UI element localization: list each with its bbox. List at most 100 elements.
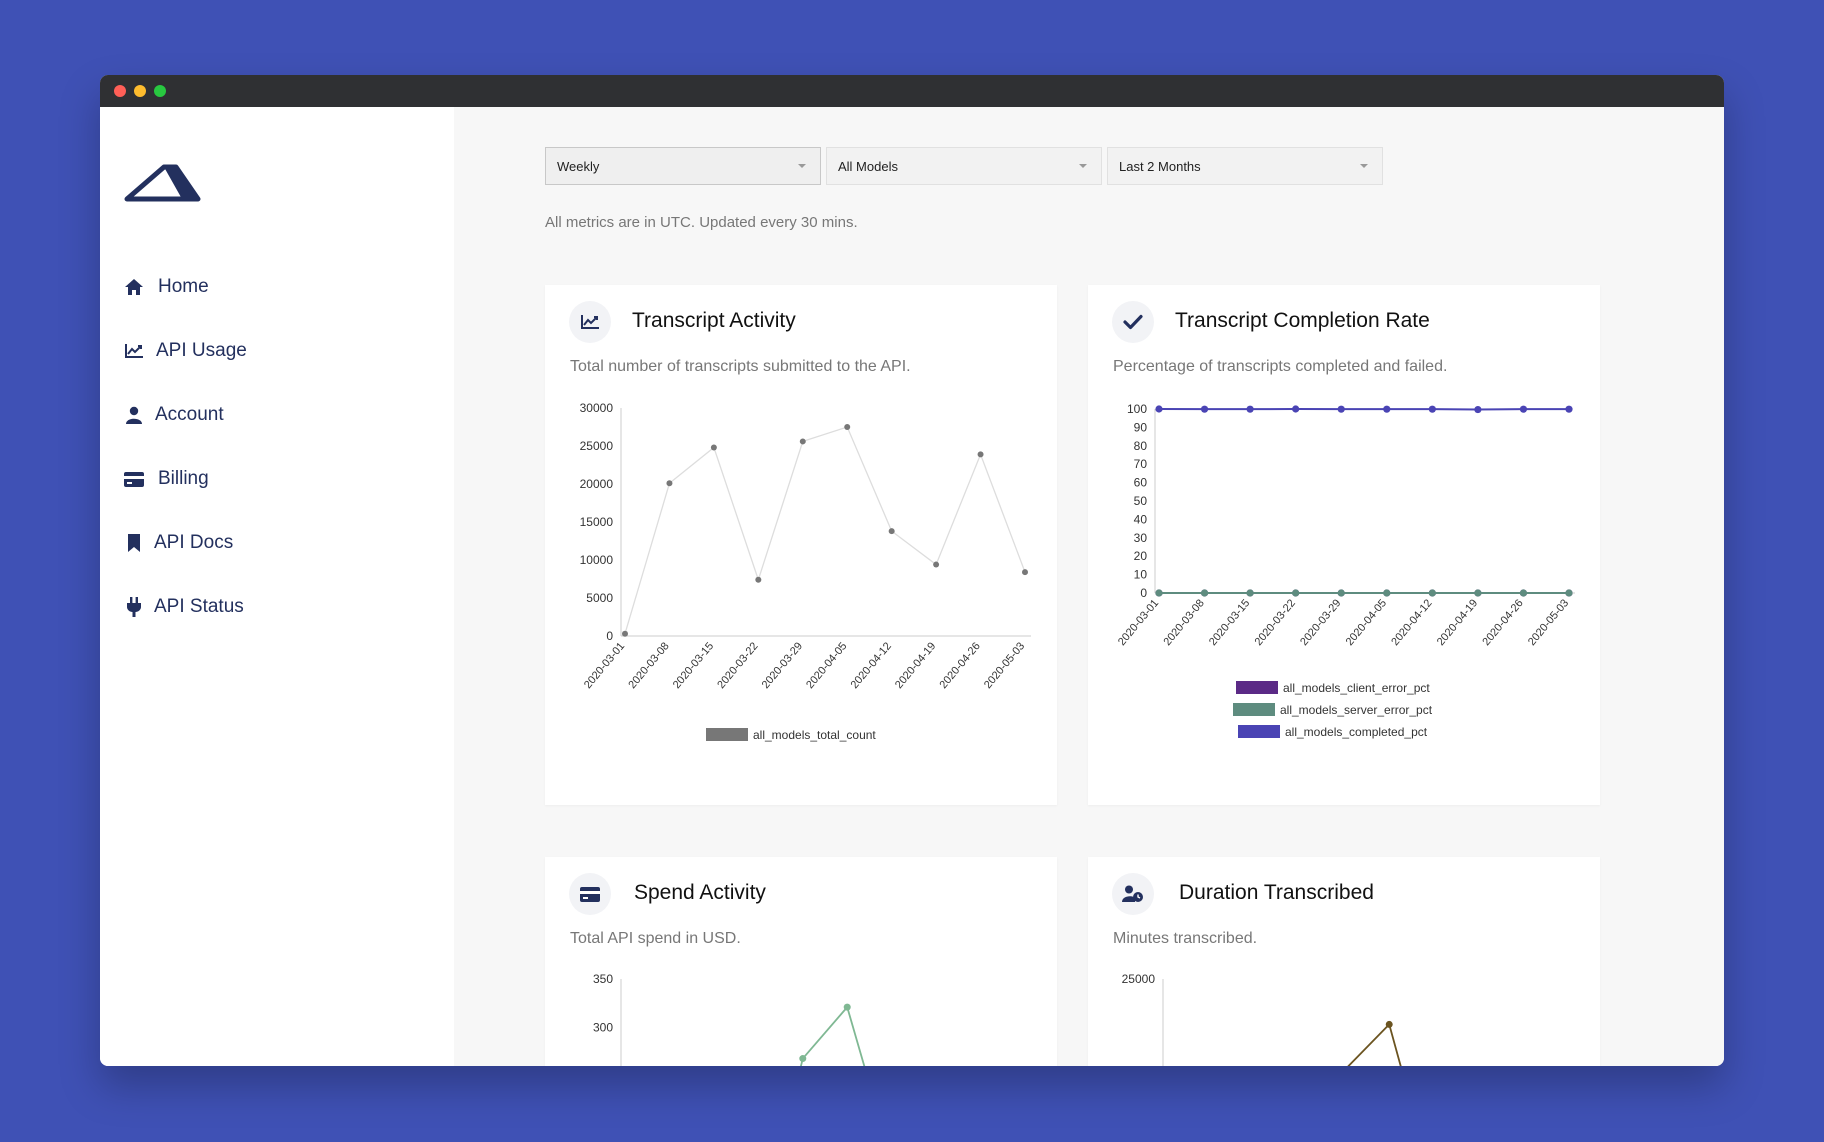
series-line xyxy=(802,1006,848,1060)
y-tick-label: 0 xyxy=(606,629,613,643)
app-window: Home API Usage Account Billing API Docs xyxy=(100,75,1724,1066)
card-subtitle: Total API spend in USD. xyxy=(570,930,741,947)
bookmark-icon xyxy=(124,533,144,553)
data-point xyxy=(1428,589,1436,597)
window-titlebar xyxy=(100,75,1724,107)
sidebar: Home API Usage Account Billing API Docs xyxy=(100,107,454,1066)
x-tick-label: 2020-03-15 xyxy=(671,640,716,691)
x-tick-label: 2020-04-19 xyxy=(1435,597,1480,648)
completion-rate-card: Transcript Completion Rate Percentage of… xyxy=(1088,285,1600,805)
sidebar-item-label: API Docs xyxy=(154,532,234,553)
series-line xyxy=(1388,1024,1402,1066)
legend-swatch xyxy=(1233,703,1275,716)
x-tick-label: 2020-03-29 xyxy=(1298,597,1343,648)
data-point xyxy=(1292,589,1300,597)
sidebar-item-home[interactable]: Home xyxy=(124,267,424,307)
user-clock-icon xyxy=(1112,873,1154,915)
data-point xyxy=(1246,589,1254,597)
check-icon xyxy=(1112,301,1154,343)
sidebar-item-label: API Usage xyxy=(156,340,247,361)
y-tick-label: 300 xyxy=(593,1021,613,1035)
card-subtitle: Percentage of transcripts completed and … xyxy=(1113,358,1448,375)
sidebar-item-label: Billing xyxy=(158,468,209,489)
y-tick-label: 15000 xyxy=(580,515,614,529)
x-tick-label: 2020-03-01 xyxy=(1116,597,1161,648)
app-logo[interactable] xyxy=(124,159,202,208)
x-tick-label: 2020-04-05 xyxy=(804,640,849,691)
y-tick-label: 25000 xyxy=(580,439,614,453)
data-point xyxy=(1565,589,1573,597)
x-tick-label: 2020-03-29 xyxy=(760,640,805,691)
data-point xyxy=(1474,589,1482,597)
date-range-select[interactable]: Last 2 Months xyxy=(1107,147,1383,185)
sidebar-item-account[interactable]: Account xyxy=(124,395,424,435)
legend-label: all_models_total_count xyxy=(753,728,876,742)
data-point xyxy=(622,630,628,637)
x-tick-label: 2020-05-03 xyxy=(982,640,1027,691)
data-point xyxy=(1385,1020,1393,1028)
sidebar-item-api-docs[interactable]: API Docs xyxy=(124,523,424,563)
metrics-note: All metrics are in UTC. Updated every 30… xyxy=(545,214,858,231)
legend-swatch xyxy=(1238,725,1280,738)
data-point xyxy=(1337,405,1345,413)
data-point xyxy=(1383,405,1391,413)
y-tick-label: 10000 xyxy=(580,553,614,567)
interval-select-value: Weekly xyxy=(557,158,600,174)
chevron-down-icon xyxy=(1079,164,1087,168)
card-title: Duration Transcribed xyxy=(1179,881,1374,904)
y-tick-label: 10 xyxy=(1134,568,1148,582)
y-tick-label: 30 xyxy=(1134,531,1148,545)
data-point xyxy=(710,444,717,451)
data-point xyxy=(799,438,806,445)
duration-transcribed-card: Duration Transcribed Minutes transcribed… xyxy=(1088,857,1600,1066)
y-tick-label: 60 xyxy=(1134,476,1148,490)
x-tick-label: 2020-04-12 xyxy=(849,640,894,691)
data-point xyxy=(1246,405,1254,413)
x-tick-label: 2020-04-12 xyxy=(1389,597,1434,648)
y-tick-label: 100 xyxy=(1127,402,1147,416)
series-line xyxy=(624,426,1026,634)
card-title: Transcript Activity xyxy=(632,309,796,332)
sidebar-item-label: Account xyxy=(155,404,224,425)
close-window-button[interactable] xyxy=(114,85,126,97)
card-title: Spend Activity xyxy=(634,881,766,904)
sidebar-item-billing[interactable]: Billing xyxy=(124,459,424,499)
legend-swatch xyxy=(706,728,748,741)
chevron-down-icon xyxy=(798,164,806,168)
y-tick-label: 25000 xyxy=(1122,972,1156,986)
spend-activity-card: Spend Activity Total API spend in USD. 3… xyxy=(545,857,1057,1066)
x-tick-label: 2020-03-22 xyxy=(1253,597,1298,648)
data-point xyxy=(1155,589,1163,597)
legend-swatch xyxy=(1236,681,1278,694)
model-select-value: All Models xyxy=(838,158,898,174)
data-point xyxy=(1337,589,1345,597)
home-icon xyxy=(124,277,144,297)
card-subtitle: Minutes transcribed. xyxy=(1113,930,1258,947)
y-tick-label: 20000 xyxy=(580,477,614,491)
minimize-window-button[interactable] xyxy=(134,85,146,97)
data-point xyxy=(844,424,851,430)
data-point xyxy=(1565,405,1573,413)
y-tick-label: 50 xyxy=(1134,494,1148,508)
data-point xyxy=(1022,569,1028,576)
sidebar-item-api-usage[interactable]: API Usage xyxy=(124,331,424,371)
transcript-activity-chart: 0 5000 10000 15000 20000 25000 30000 2020-03-01… xyxy=(580,401,1031,742)
y-tick-label: 30000 xyxy=(580,401,614,415)
card-subtitle: Total number of transcripts submitted to… xyxy=(570,358,911,375)
interval-select[interactable]: Weekly xyxy=(545,147,821,185)
data-point xyxy=(666,480,673,487)
user-icon xyxy=(124,405,144,425)
y-tick-label: 90 xyxy=(1134,420,1148,434)
legend-label: all_models_client_error_pct xyxy=(1283,681,1430,695)
series-line xyxy=(846,1006,866,1066)
y-tick-label: 40 xyxy=(1134,512,1148,526)
model-select[interactable]: All Models xyxy=(826,147,1102,185)
sidebar-item-api-status[interactable]: API Status xyxy=(124,587,424,627)
chevron-down-icon xyxy=(1360,164,1368,168)
date-range-select-value: Last 2 Months xyxy=(1119,158,1201,174)
maximize-window-button[interactable] xyxy=(154,85,166,97)
x-tick-label: 2020-03-15 xyxy=(1207,597,1252,648)
sidebar-item-label: Home xyxy=(158,276,209,297)
